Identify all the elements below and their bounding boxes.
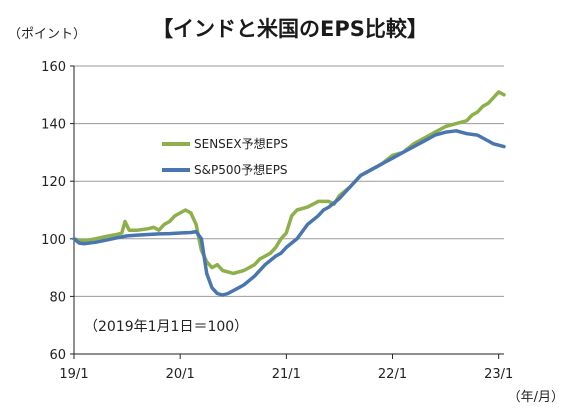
series-line-1 bbox=[72, 129, 506, 297]
x-tick-label: 21/1 bbox=[272, 367, 301, 382]
x-tick-label: 20/1 bbox=[166, 367, 195, 382]
legend-bg bbox=[158, 134, 304, 154]
x-tick-label: 22/1 bbox=[378, 367, 407, 382]
base-date-note: （2019年1月1日＝100） bbox=[84, 319, 248, 335]
y-tick-label: 140 bbox=[41, 118, 66, 133]
chart-title: 【インドと米国のEPS比較】 bbox=[152, 17, 428, 41]
x-axis-unit-label: （年/月） bbox=[508, 390, 564, 405]
y-tick-label: 80 bbox=[49, 290, 66, 305]
legend: SENSEX予想EPS S&P500予想EPS bbox=[158, 134, 304, 180]
y-tick-label: 120 bbox=[41, 175, 66, 190]
x-tick-label: 23/1 bbox=[484, 367, 513, 382]
y-tick-label: 100 bbox=[41, 233, 66, 248]
y-axis-unit-label: （ポイント） bbox=[8, 27, 86, 42]
x-tick-label: 19/1 bbox=[59, 367, 88, 382]
y-tick-label: 60 bbox=[49, 348, 66, 363]
series-lines bbox=[72, 90, 506, 297]
legend-label: S&P500予想EPS bbox=[194, 162, 288, 177]
legend-bg bbox=[158, 160, 304, 180]
axes: 60 80 100 120 140 160 19/1 20/1 21/1 22/1 23/1 bbox=[41, 60, 513, 382]
legend-label: SENSEX予想EPS bbox=[194, 136, 288, 151]
gridlines bbox=[74, 65, 504, 297]
series-line-0 bbox=[72, 90, 506, 276]
y-tick-label: 160 bbox=[41, 60, 66, 75]
